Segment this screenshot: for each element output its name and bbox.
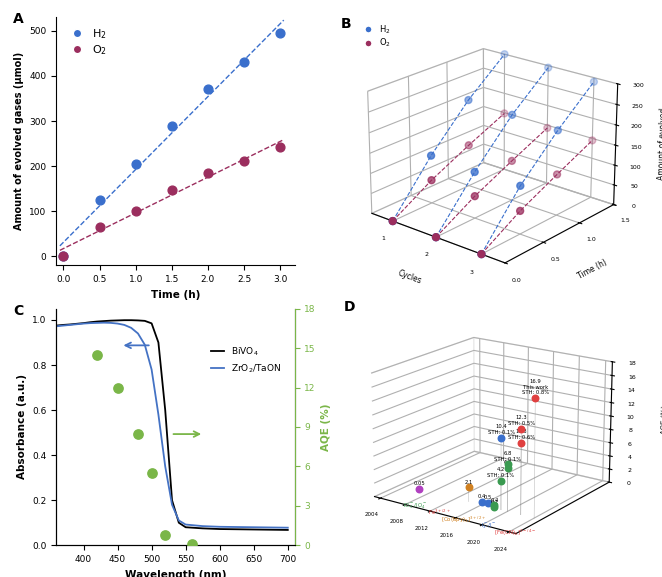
Legend: H$_2$, O$_2$: H$_2$, O$_2$ [358, 21, 393, 51]
ZrO$_2$/TaON [114, 320, 122, 327]
Y-axis label: AQE (%): AQE (%) [321, 403, 332, 451]
ZrO$_2$/TaON [250, 524, 258, 531]
BiVO$_4$ [250, 526, 258, 533]
BiVO$_4$ [154, 339, 162, 346]
ZrO$_2$/TaON [141, 341, 149, 348]
BiVO$_4$ [114, 317, 122, 324]
Point [146, 469, 157, 478]
BiVO$_4$ [168, 497, 176, 504]
BiVO$_4$ [181, 524, 189, 531]
Point [203, 168, 213, 178]
BiVO$_4$ [93, 318, 101, 325]
ZrO$_2$/TaON [120, 321, 128, 328]
ZrO$_2$/TaON [66, 321, 74, 328]
Point [94, 196, 105, 205]
BiVO$_4$ [127, 317, 135, 324]
BiVO$_4$ [284, 526, 292, 533]
Point [94, 223, 105, 232]
BiVO$_4$ [52, 322, 60, 329]
Point [113, 383, 123, 392]
Point [203, 85, 213, 94]
Point [275, 142, 285, 151]
Point [167, 185, 177, 194]
BiVO$_4$ [134, 317, 142, 324]
ZrO$_2$/TaON [93, 320, 101, 327]
BiVO$_4$ [86, 319, 94, 325]
Point [130, 207, 141, 216]
Point [132, 429, 143, 438]
BiVO$_4$ [73, 320, 81, 327]
ZrO$_2$/TaON [127, 324, 135, 331]
Point [239, 156, 250, 166]
ZrO$_2$/TaON [148, 366, 156, 373]
ZrO$_2$/TaON [73, 321, 81, 328]
BiVO$_4$ [100, 317, 108, 324]
X-axis label: Wavelength (nm): Wavelength (nm) [124, 569, 226, 577]
ZrO$_2$/TaON [168, 501, 176, 508]
ZrO$_2$/TaON [107, 320, 115, 327]
BiVO$_4$ [199, 525, 207, 532]
Text: D: D [344, 300, 355, 314]
Text: B: B [341, 17, 352, 31]
Point [130, 159, 141, 168]
ZrO$_2$/TaON [181, 521, 189, 528]
BiVO$_4$ [141, 317, 149, 324]
Y-axis label: Time (h): Time (h) [576, 258, 608, 281]
X-axis label: Time (h): Time (h) [151, 290, 200, 299]
BiVO$_4$ [79, 320, 87, 327]
Point [187, 539, 198, 549]
Legend: H$_2$, O$_2$: H$_2$, O$_2$ [62, 23, 111, 62]
BiVO$_4$ [175, 519, 183, 526]
ZrO$_2$/TaON [175, 517, 183, 524]
Point [239, 58, 250, 67]
ZrO$_2$/TaON [154, 411, 162, 418]
Y-axis label: Amount of evolved gases (μmol): Amount of evolved gases (μmol) [14, 53, 24, 230]
Y-axis label: Absorbance (a.u.): Absorbance (a.u.) [17, 374, 26, 479]
BiVO$_4$ [66, 321, 74, 328]
BiVO$_4$ [148, 320, 156, 327]
Line: BiVO$_4$: BiVO$_4$ [56, 320, 288, 530]
ZrO$_2$/TaON [59, 322, 67, 329]
Legend: BiVO$_4$, ZrO$_2$/TaON: BiVO$_4$, ZrO$_2$/TaON [207, 342, 285, 379]
Point [275, 28, 285, 38]
X-axis label: Cycles: Cycles [397, 268, 423, 285]
ZrO$_2$/TaON [52, 323, 60, 329]
ZrO$_2$/TaON [199, 523, 207, 530]
ZrO$_2$/TaON [86, 320, 94, 327]
Text: C: C [13, 304, 24, 318]
ZrO$_2$/TaON [134, 330, 142, 337]
BiVO$_4$ [216, 526, 224, 533]
Text: A: A [13, 12, 24, 27]
ZrO$_2$/TaON [162, 463, 169, 470]
ZrO$_2$/TaON [79, 320, 87, 327]
Point [160, 530, 171, 539]
ZrO$_2$/TaON [284, 524, 292, 531]
Point [167, 121, 177, 130]
Point [58, 252, 69, 261]
BiVO$_4$ [120, 317, 128, 324]
Line: ZrO$_2$/TaON: ZrO$_2$/TaON [56, 323, 288, 528]
Point [58, 252, 69, 261]
BiVO$_4$ [162, 407, 169, 414]
BiVO$_4$ [59, 321, 67, 328]
Point [92, 350, 103, 359]
BiVO$_4$ [107, 317, 115, 324]
ZrO$_2$/TaON [216, 523, 224, 530]
ZrO$_2$/TaON [100, 319, 108, 326]
